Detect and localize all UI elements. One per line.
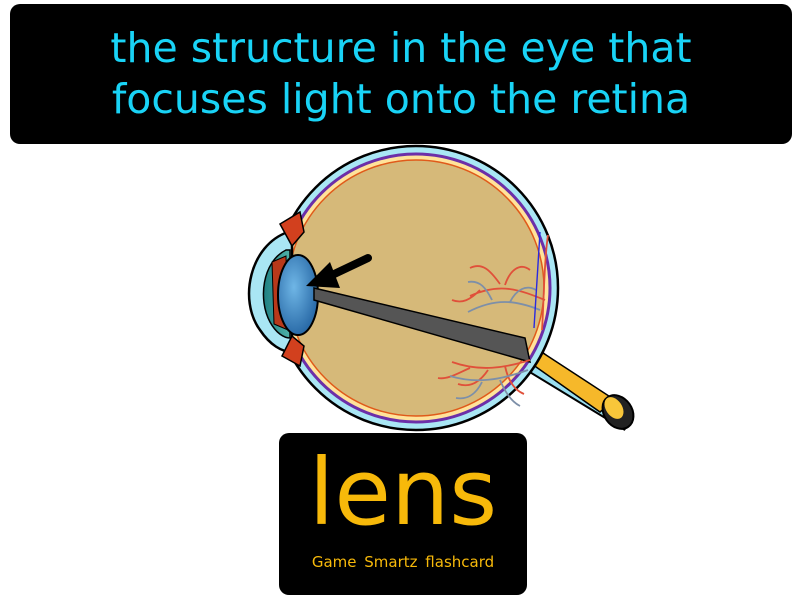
definition-text: the structure in the eye that focuses li… xyxy=(110,23,691,125)
brand-label: Game Smartz flashcard xyxy=(311,553,495,571)
definition-panel: the structure in the eye that focuses li… xyxy=(10,4,792,144)
arrow-icon xyxy=(306,254,372,288)
definition-line-1: the structure in the eye that xyxy=(110,24,692,72)
term-panel: lens Game Smartz flashcard xyxy=(279,433,527,595)
eyeball xyxy=(272,144,560,432)
retina-vessels xyxy=(437,231,549,407)
term-title: lens xyxy=(308,439,498,546)
definition-line-2: focuses light onto the retina xyxy=(111,75,691,123)
lens-shape xyxy=(277,254,319,336)
optic-vessel-band xyxy=(313,287,531,364)
